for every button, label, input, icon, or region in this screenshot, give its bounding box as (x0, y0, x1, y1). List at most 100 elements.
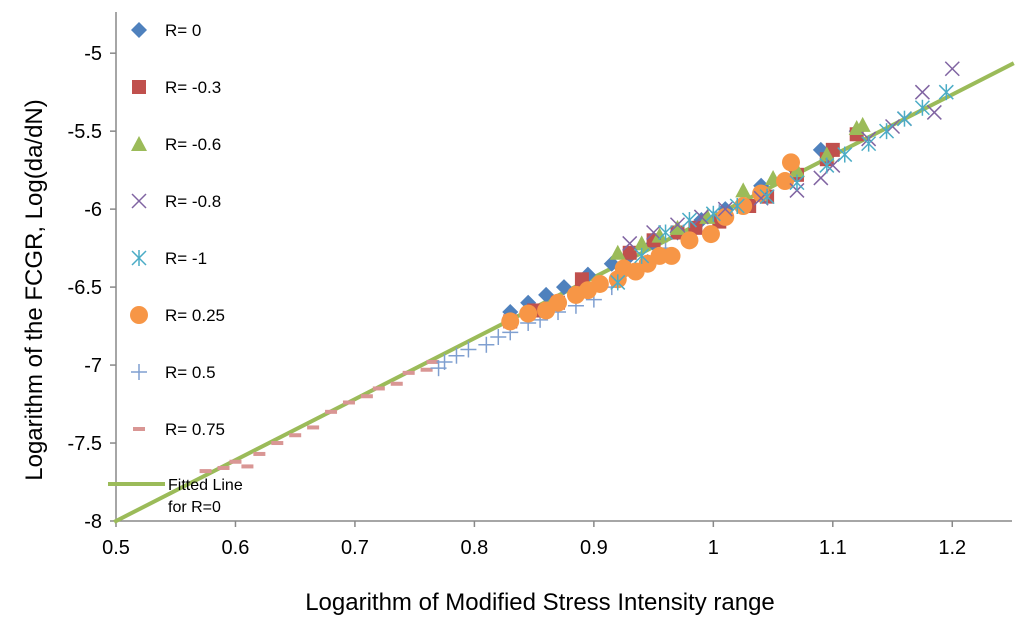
data-point (448, 347, 465, 364)
data-point (879, 123, 895, 140)
y-tick-label: -5 (84, 43, 102, 65)
data-point (837, 146, 853, 163)
data-point (759, 188, 775, 205)
legend-marker (132, 80, 146, 94)
data-point (680, 231, 699, 250)
data-point (372, 386, 385, 391)
data-point (609, 244, 626, 260)
x-tick-label: 0.9 (580, 537, 608, 559)
data-point (199, 469, 212, 474)
legend-label: R= 0.25 (165, 306, 225, 325)
legend: R= 0 R= -0.3 R= -0.6 R= -0.8 R= -1 R= 0.25 R= … (108, 21, 243, 516)
data-point (390, 381, 403, 386)
data-point (705, 205, 721, 222)
x-axis-title: Logarithm of Modified Stress Intensity r… (305, 589, 775, 616)
data-point (885, 118, 901, 135)
data-point (651, 227, 668, 243)
data-point (658, 224, 674, 241)
data-point (781, 153, 800, 172)
data-point (717, 201, 733, 217)
tick-marks: 0.5 0.6 0.7 0.8 0.9 1 1.1 1.2 -5 -5.5 -6 -6.5 -7 -7.5… (68, 43, 967, 559)
data-point (646, 224, 662, 241)
data-point (271, 441, 284, 446)
data-point (402, 370, 415, 375)
data-point (342, 400, 355, 405)
legend-marker (131, 193, 147, 209)
legend-label: R= 0.75 (165, 420, 225, 439)
data-point (289, 433, 302, 438)
x-tick-label: 0.7 (341, 537, 369, 559)
x-tick-label: 0.5 (102, 537, 130, 559)
data-point (549, 293, 568, 312)
y-tick-label: -8 (84, 511, 102, 533)
data-point (789, 174, 805, 191)
data-point (938, 84, 954, 101)
y-tick-label: -7 (84, 355, 102, 377)
legend-marker (131, 22, 147, 38)
data-point (253, 451, 266, 456)
data-point (944, 61, 960, 77)
data-point (519, 304, 538, 323)
data-point (688, 220, 703, 235)
data-point (753, 190, 769, 206)
y-tick-label: -5.5 (68, 121, 102, 143)
data-point (420, 367, 433, 372)
data-point (610, 274, 626, 291)
data-point (861, 135, 877, 152)
legend-marker (131, 364, 147, 380)
data-point (776, 172, 795, 191)
y-tick-label: -7.5 (68, 433, 102, 455)
data-point (490, 328, 507, 345)
data-point (854, 116, 871, 132)
legend-marker (131, 136, 147, 151)
data-point (622, 235, 638, 251)
data-point (325, 409, 338, 414)
x-tick-label: 1 (708, 537, 719, 559)
data-point (460, 341, 477, 358)
data-point (729, 198, 745, 215)
data-point (788, 162, 805, 178)
data-point (478, 336, 495, 353)
legend-label: R= 0.5 (165, 363, 216, 382)
data-point (813, 170, 829, 186)
legend-marker (131, 250, 147, 266)
y-tick-label: -6.5 (68, 277, 102, 299)
legend-label: R= -0.3 (165, 78, 221, 97)
data-point (896, 110, 913, 127)
x-tick-label: 1.2 (938, 537, 966, 559)
data-points (199, 61, 960, 474)
legend-label: R= 0 (165, 21, 201, 40)
data-point (734, 197, 753, 216)
data-point (229, 459, 242, 464)
data-point (818, 146, 835, 162)
axes (115, 12, 1012, 522)
data-point (217, 465, 230, 470)
data-point (681, 212, 697, 229)
legend-marker (133, 427, 145, 431)
data-point (914, 99, 930, 116)
data-point (241, 464, 254, 469)
data-point (501, 312, 520, 331)
data-point (701, 225, 720, 244)
data-point (819, 157, 835, 174)
legend-label: R= -0.8 (165, 192, 221, 211)
data-point (926, 104, 942, 120)
legend-label: R= -0.6 (165, 135, 221, 154)
legend-label: R= -1 (165, 249, 207, 268)
x-tick-label: 0.8 (460, 537, 488, 559)
data-point (669, 217, 686, 233)
data-point (693, 209, 709, 225)
data-point (307, 425, 320, 430)
data-point (735, 182, 752, 198)
y-tick-label: -6 (84, 199, 102, 221)
data-point (669, 219, 686, 235)
data-point (699, 208, 716, 224)
data-point (622, 245, 637, 260)
data-point (426, 359, 439, 364)
data-point (590, 274, 609, 293)
y-axis-title: Logarithm of the FCGR, Log(da/dN) (21, 99, 48, 481)
data-point (662, 246, 681, 265)
x-tick-label: 1.1 (819, 537, 847, 559)
